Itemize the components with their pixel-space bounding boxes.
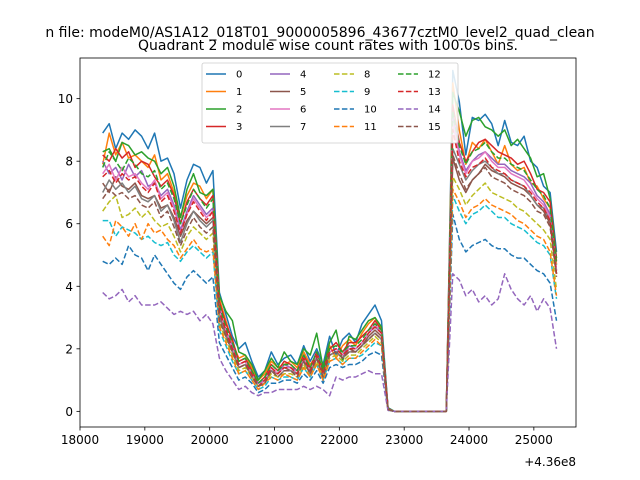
legend-label-13: 13 (428, 87, 441, 98)
y-tick-label: 0 (65, 405, 73, 419)
series-line-11 (102, 188, 558, 413)
series-line-10 (102, 213, 558, 413)
y-tick-label: 6 (65, 217, 73, 231)
series-line-13 (102, 129, 558, 413)
legend-label-5: 5 (300, 87, 306, 98)
legend-label-3: 3 (236, 122, 242, 133)
legend-label-0: 0 (236, 70, 242, 81)
legend-label-2: 2 (236, 105, 242, 116)
legend-label-7: 7 (300, 122, 306, 133)
x-tick-label: 23000 (385, 433, 423, 447)
y-tick-label: 10 (58, 92, 73, 106)
x-tick-label: 24000 (450, 433, 488, 447)
y-tick-label: 2 (65, 342, 73, 356)
x-tick-label: 25000 (515, 433, 553, 447)
plot-area: 18000 19000 20000 21000 22000 23000 24000 25000… (58, 57, 577, 447)
legend-box (201, 62, 459, 144)
series-line-0 (102, 69, 558, 413)
figure-suptitle: n file: modeM0/AS1A12_018T01_9000005896_… (45, 25, 594, 41)
series-line-12 (102, 110, 558, 413)
x-tick-label: 19000 (126, 433, 164, 447)
x-tick-label: 21000 (255, 433, 293, 447)
series-line-8 (102, 176, 558, 413)
series-line-15 (102, 154, 558, 413)
legend-label-1: 1 (236, 87, 242, 98)
series-line-2 (102, 91, 558, 413)
legend-label-11: 11 (364, 122, 377, 133)
legend-label-6: 6 (300, 105, 306, 116)
x-tick-label: 22000 (320, 433, 358, 447)
chart-title: Quadrant 2 module wise count rates with … (138, 38, 518, 54)
legend-label-9: 9 (364, 87, 370, 98)
axes-frame (79, 57, 577, 428)
y-tick-label: 8 (65, 155, 73, 169)
legend-label-12: 12 (428, 70, 441, 81)
legend-label-10: 10 (364, 105, 377, 116)
series-line-14 (102, 273, 558, 413)
series-group (101, 69, 558, 413)
y-tick-label: 4 (65, 280, 73, 294)
legend-label-4: 4 (300, 70, 306, 81)
x-tick-label: 18000 (61, 433, 99, 447)
legend-label-8: 8 (364, 70, 370, 81)
x-tick-label: 20000 (191, 433, 229, 447)
legend-label-15: 15 (428, 122, 441, 133)
x-offset-label: +4.36e8 (524, 455, 576, 469)
legend-label-14: 14 (428, 105, 441, 116)
